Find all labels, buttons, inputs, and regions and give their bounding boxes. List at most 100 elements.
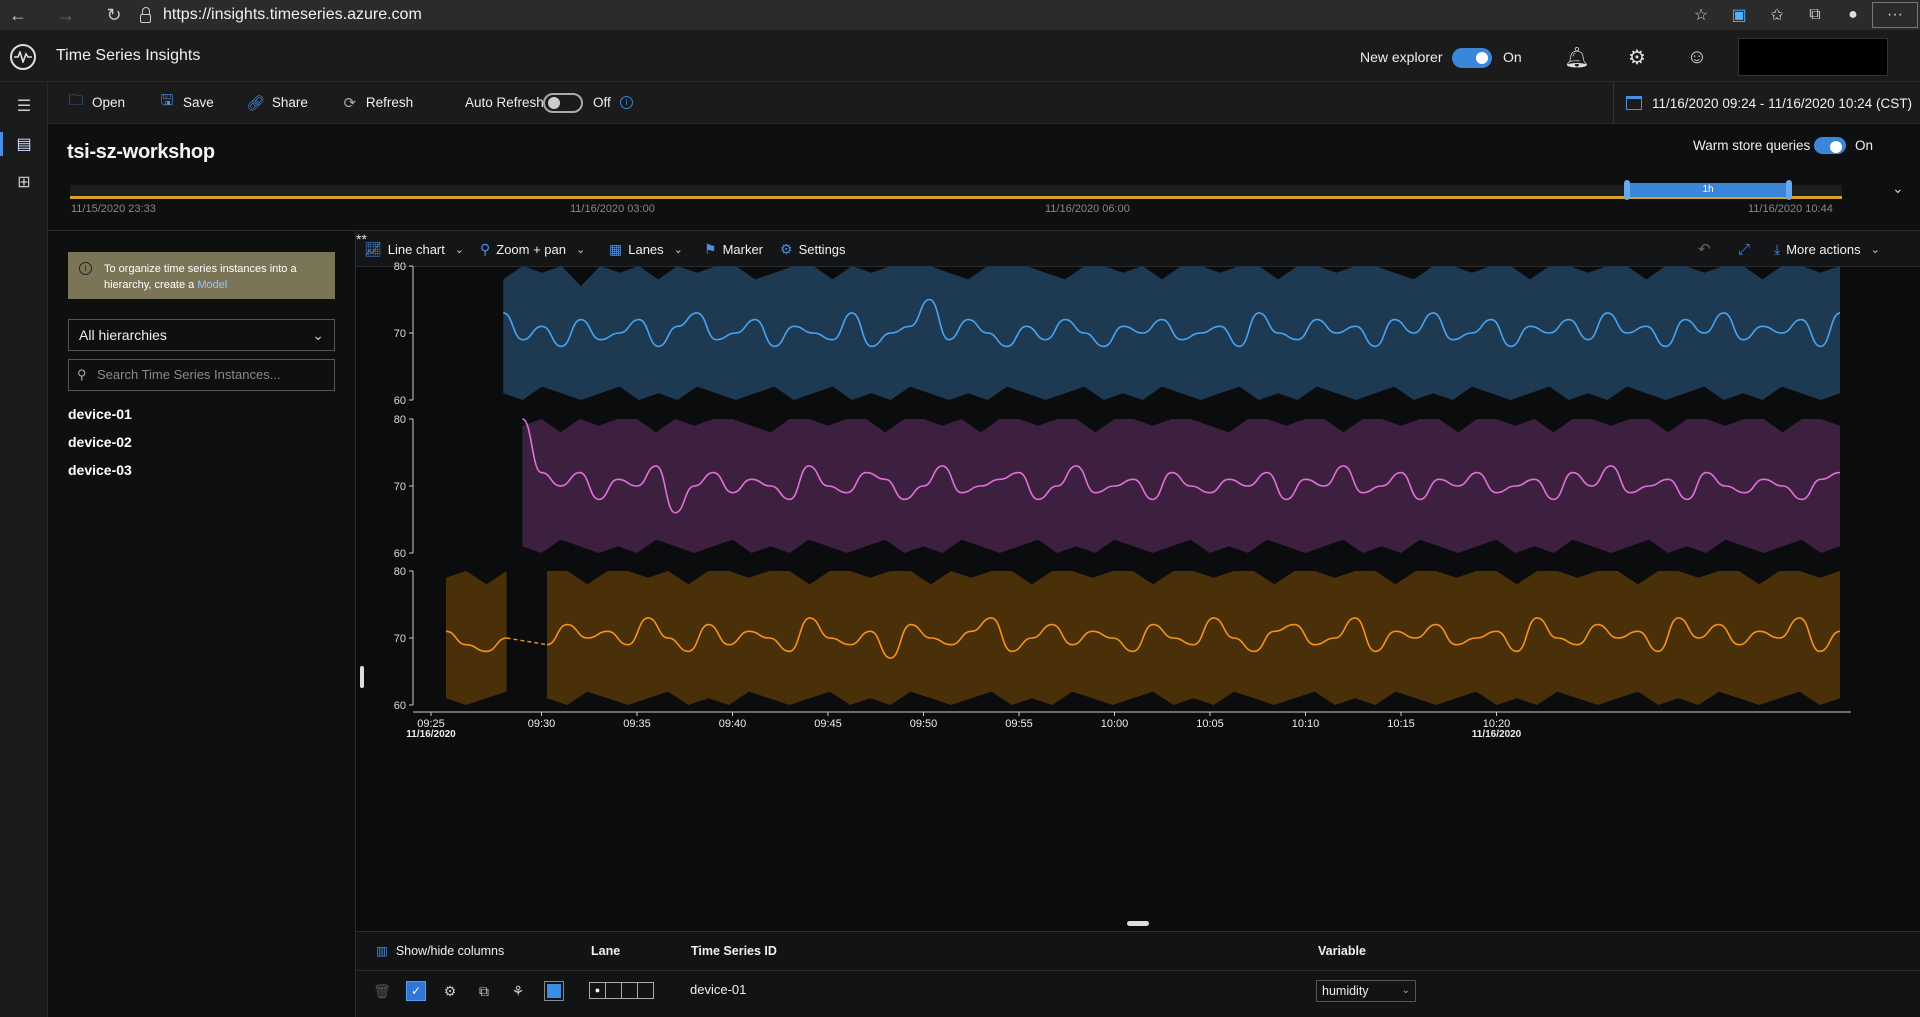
settings-button[interactable]: ⚙ Settings (780, 231, 846, 267)
chevron-down-icon[interactable]: ⌄ (1892, 180, 1904, 196)
columns-icon: ▥ (376, 944, 388, 958)
line-chart-dropdown[interactable]: 📈︎ Line chart ⌄ (364, 231, 464, 267)
visibility-checkbox[interactable]: ✓ (406, 981, 426, 1001)
extension-icon[interactable]: ▣ (1731, 7, 1747, 24)
open-label: Open (92, 95, 126, 110)
instance-item[interactable]: device-01 (68, 406, 132, 422)
lane-resize-handle[interactable] (360, 666, 364, 688)
series-grid: ▥ Show/hide columns Lane Time Series ID V… (356, 931, 1920, 1017)
hierarchy-select[interactable]: All hierarchies ⌄ (68, 319, 335, 351)
auto-refresh-state: Off (593, 95, 611, 110)
gap-connector (506, 637, 548, 646)
series-line (521, 418, 1841, 514)
address-bar[interactable]: https://insights.timeseries.azure.com (140, 0, 422, 30)
y-tick-label: 70 (394, 481, 406, 493)
lane-selector[interactable]: ● (589, 982, 654, 999)
save-button[interactable]: 🖫︎ Save (139, 82, 228, 124)
availability-line (70, 196, 1842, 199)
profile-avatar-icon[interactable]: ● (1848, 6, 1858, 23)
duplicate-icon[interactable]: ⧉ (479, 982, 489, 999)
line-chart[interactable]: 80 70 60 80 70 60 80 70 60 09:25 09:30 09:35 09:40 09… (356, 231, 1920, 931)
favorites-icon[interactable]: ✩ (1770, 7, 1784, 24)
chevron-down-icon: ⌄ (1870, 243, 1880, 256)
model-notice: i To organize time series instances into… (68, 252, 335, 299)
open-button[interactable]: 🗀︎ Open (48, 82, 139, 124)
analyze-chart-icon[interactable]: ▤ (16, 136, 32, 153)
new-explorer-state: On (1503, 49, 1522, 65)
app-title: Time Series Insights (56, 47, 201, 64)
warm-store-label: Warm store queries (1693, 138, 1811, 153)
instance-item[interactable]: device-03 (68, 462, 132, 478)
info-icon: i (79, 262, 92, 275)
save-icon: 🖫︎ (160, 92, 174, 109)
x-tick-label: 10:10 (1292, 718, 1320, 730)
hierarchy-select-value: All hierarchies (79, 327, 167, 343)
download-icon: ⤓ (1774, 240, 1781, 257)
instance-search-input[interactable]: ⚲ Search Time Series Instances... (68, 359, 335, 391)
zoom-pan-label: Zoom + pan (496, 241, 567, 257)
instance-item[interactable]: device-02 (68, 434, 132, 450)
brush-selection[interactable]: 1h (1624, 180, 1792, 200)
min-max-band (503, 266, 1840, 400)
zoom-pan-dropdown[interactable]: ⚲ Zoom + pan ⌄ (480, 231, 585, 267)
warm-store-toggle[interactable] (1814, 137, 1846, 154)
feedback-smile-icon[interactable]: ☺ (1686, 45, 1708, 68)
app-header: Time Series Insights New explorer On 🔔︎ … (0, 30, 1920, 82)
gear-icon[interactable]: ⚙ (1628, 46, 1646, 69)
y-tick-label: 60 (394, 700, 406, 712)
color-swatch[interactable] (544, 981, 564, 1001)
column-header-tsid: Time Series ID (691, 944, 777, 958)
lane-box[interactable] (621, 982, 638, 999)
gear-icon[interactable]: ⚙ (443, 982, 457, 999)
more-actions-button[interactable]: ⤓ More actions ⌄ (1774, 231, 1880, 267)
y-tick-label: 70 (394, 328, 406, 340)
lane-box[interactable] (637, 982, 654, 999)
forward-icon[interactable]: → (57, 4, 75, 25)
lanes-dropdown[interactable]: ▦ Lanes ⌄ (609, 231, 683, 267)
hamburger-menu-icon[interactable]: ☰ (16, 98, 32, 115)
lane-box-selected[interactable]: ● (589, 982, 606, 999)
min-max-band (446, 571, 507, 705)
collections-icon[interactable]: ⧉ (1809, 6, 1821, 23)
url-text[interactable]: https://insights.timeseries.azure.com (163, 6, 422, 23)
model-icon[interactable]: ⊞ (17, 174, 31, 191)
panel-resize-grip[interactable] (1127, 921, 1149, 926)
refresh-button[interactable]: ⟳ Refresh (322, 82, 427, 124)
environment-title: tsi-sz-workshop (67, 141, 215, 163)
expand-icon[interactable]: ⤢ (1738, 240, 1751, 258)
auto-refresh-toggle[interactable] (543, 93, 583, 113)
browser-menu-icon[interactable]: ··· (1872, 2, 1918, 28)
bell-icon[interactable]: 🔔︎ (1564, 46, 1590, 69)
model-link[interactable]: Model (197, 279, 228, 291)
divider (48, 230, 1920, 231)
chart-area: 📈︎ Line chart ⌄ ** ⚲ Zoom + pan ⌄ ▦ Lanes ⌄ ⚑ Ma… (356, 231, 1920, 931)
variable-select[interactable]: humidity ⌄ (1316, 980, 1416, 1002)
hierarchy-icon[interactable]: ⚘ (511, 982, 525, 999)
info-icon[interactable]: i (620, 96, 633, 109)
x-tick-label: 09:45 (814, 718, 842, 730)
date-range-text: 11/16/2020 09:24 - 11/16/2020 10:24 (CST… (1652, 95, 1912, 111)
favorite-star-icon[interactable]: ☆ (1693, 7, 1709, 24)
x-tick-label: 10:15 (1387, 718, 1415, 730)
chevron-down-icon: ⌄ (673, 243, 683, 256)
refresh-icon: ⟳ (343, 94, 357, 112)
share-button[interactable]: 🔗︎ Share (228, 82, 322, 124)
lane-box[interactable] (605, 982, 622, 999)
show-hide-columns-button[interactable]: ▥ Show/hide columns (376, 932, 504, 970)
date-range-picker[interactable]: 11/16/2020 09:24 - 11/16/2020 10:24 (CST… (1613, 82, 1920, 124)
notice-text: To organize time series instances into a… (104, 263, 297, 291)
availability-brush-track[interactable] (70, 185, 1842, 199)
undo-icon[interactable]: ↶ (1698, 241, 1711, 258)
more-actions-label: More actions (1786, 241, 1861, 257)
series-line (445, 630, 507, 653)
x-tick-label: 09:50 (910, 718, 938, 730)
delete-icon[interactable]: 🗑︎ (373, 982, 391, 999)
reload-icon[interactable]: ↻ (106, 4, 122, 25)
marker-button[interactable]: ⚑ Marker (704, 231, 763, 267)
new-explorer-toggle[interactable] (1452, 48, 1492, 68)
back-icon[interactable]: ← (9, 4, 27, 25)
hierarchy-panel: i To organize time series instances into… (48, 231, 356, 1017)
refresh-label: Refresh (365, 95, 414, 110)
brush-tick: 11/16/2020 03:00 (570, 203, 655, 215)
user-account-redacted[interactable] (1738, 38, 1888, 76)
